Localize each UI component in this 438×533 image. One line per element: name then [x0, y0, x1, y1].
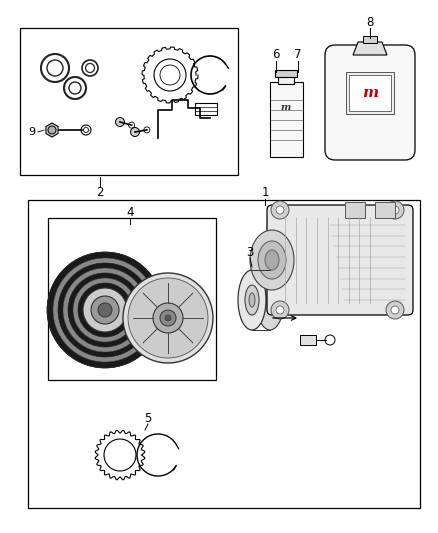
Circle shape — [83, 288, 127, 332]
Bar — [28, 200, 420, 508]
Bar — [275, 70, 297, 77]
Circle shape — [160, 310, 176, 326]
Ellipse shape — [250, 230, 294, 290]
Circle shape — [116, 117, 124, 126]
Circle shape — [48, 126, 56, 134]
Circle shape — [271, 201, 289, 219]
Text: 7: 7 — [294, 49, 302, 61]
Circle shape — [128, 278, 208, 358]
FancyBboxPatch shape — [267, 205, 413, 315]
Circle shape — [276, 306, 284, 314]
Circle shape — [98, 303, 112, 317]
Text: 5: 5 — [144, 411, 152, 424]
FancyBboxPatch shape — [325, 45, 415, 160]
Bar — [278, 75, 294, 84]
Ellipse shape — [249, 293, 255, 307]
Circle shape — [276, 206, 284, 214]
Bar — [48, 218, 216, 380]
Text: 2: 2 — [96, 185, 104, 198]
Circle shape — [386, 301, 404, 319]
Circle shape — [47, 252, 163, 368]
Circle shape — [153, 303, 183, 333]
Text: 3: 3 — [246, 246, 254, 259]
Polygon shape — [353, 42, 387, 55]
Circle shape — [165, 315, 171, 321]
Circle shape — [391, 206, 399, 214]
Text: 1: 1 — [261, 187, 269, 199]
Bar — [349, 75, 391, 111]
Circle shape — [91, 296, 119, 324]
Text: 6: 6 — [272, 49, 280, 61]
Text: m: m — [362, 86, 378, 100]
Bar — [375, 202, 395, 218]
Bar — [363, 36, 377, 43]
Bar — [195, 103, 217, 115]
Bar — [20, 28, 238, 175]
Circle shape — [123, 273, 213, 363]
Circle shape — [386, 201, 404, 219]
Bar — [345, 202, 365, 218]
Circle shape — [271, 301, 289, 319]
Ellipse shape — [265, 250, 279, 270]
Bar — [300, 335, 316, 345]
Bar — [346, 72, 394, 114]
Polygon shape — [46, 123, 58, 137]
Ellipse shape — [238, 270, 266, 330]
Text: 4: 4 — [126, 206, 134, 219]
Ellipse shape — [258, 241, 286, 279]
Ellipse shape — [245, 285, 259, 315]
Text: 9: 9 — [28, 127, 35, 137]
Text: 8: 8 — [366, 15, 374, 28]
Bar — [270, 82, 303, 157]
Ellipse shape — [256, 270, 284, 330]
Text: m: m — [281, 103, 291, 112]
Circle shape — [131, 127, 139, 136]
Circle shape — [391, 306, 399, 314]
